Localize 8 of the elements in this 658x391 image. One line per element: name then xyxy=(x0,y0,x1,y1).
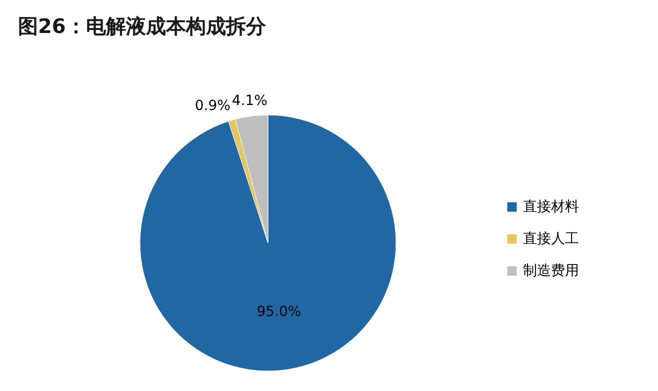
data-label: 4.1% xyxy=(232,93,268,110)
chart-title: 图26：电解液成本构成拆分 xyxy=(18,14,267,38)
legend-label: 直接人工 xyxy=(523,231,579,247)
legend-label: 制造费用 xyxy=(523,263,579,279)
data-label: 0.9% xyxy=(194,98,230,114)
pie-slice xyxy=(140,114,396,372)
data-label: 95.0% xyxy=(256,304,302,320)
legend-label: 直接材料 xyxy=(523,199,579,215)
